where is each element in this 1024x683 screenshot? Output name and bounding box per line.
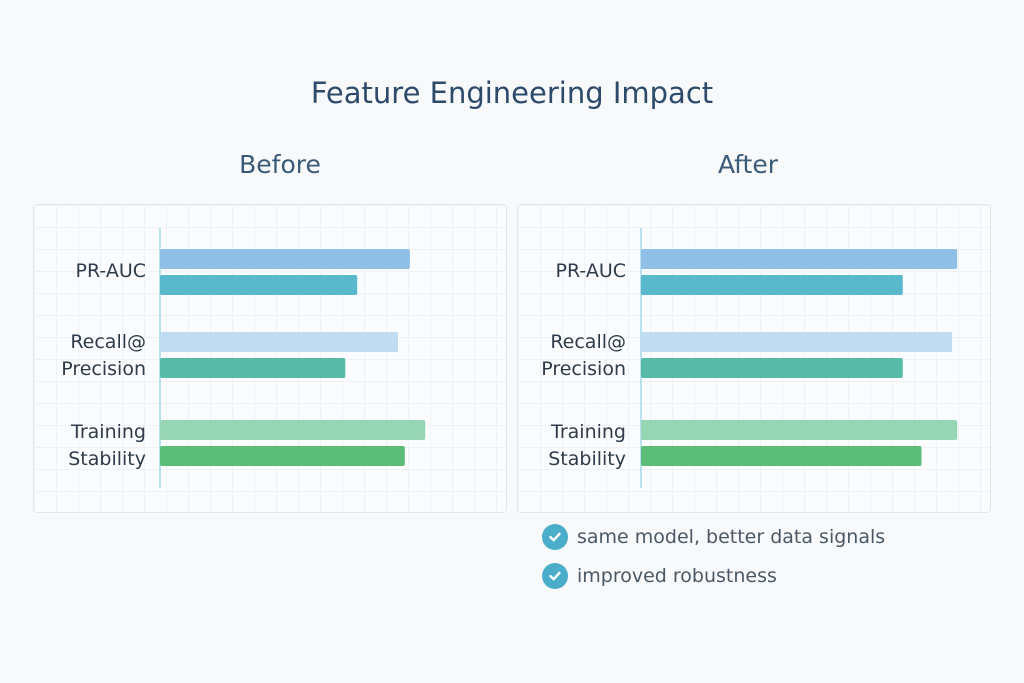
category-label-pr-auc: PR-AUC [555, 260, 627, 282]
check-circle-icon [542, 563, 568, 589]
bar-training-stability-1 [641, 446, 922, 466]
bar-training-stability-1 [160, 446, 405, 466]
bar-pr-auc-1 [160, 275, 358, 295]
bar-recall-precision-1 [641, 358, 903, 378]
category-label-recall: Recall@ [550, 331, 626, 353]
category-label-precision: Precision [541, 358, 626, 380]
chart-title: Feature Engineering Impact [310, 76, 714, 110]
category-label-stability: Stability [548, 448, 626, 470]
check-circle-icon [542, 524, 568, 550]
category-label-training: Training [551, 421, 626, 443]
category-label-stability: Stability [68, 448, 146, 470]
bar-pr-auc-0 [160, 249, 410, 269]
category-label-recall: Recall@ [70, 331, 146, 353]
category-label-precision: Precision [61, 358, 146, 380]
bar-training-stability-0 [160, 420, 426, 440]
bar-pr-auc-1 [641, 275, 903, 295]
note-item: improved robustness [542, 563, 777, 589]
note-item: same model, better data signals [542, 524, 885, 550]
note-text: improved robustness [577, 565, 777, 587]
category-label-training: Training [71, 421, 146, 443]
bar-training-stability-0 [641, 420, 958, 440]
bar-recall-precision-0 [160, 332, 398, 352]
category-label-pr-auc: PR-AUC [75, 260, 147, 282]
bar-recall-precision-1 [160, 358, 346, 378]
bar-recall-precision-0 [641, 332, 953, 352]
note-text: same model, better data signals [577, 526, 886, 548]
bar-pr-auc-0 [641, 249, 958, 269]
before-panel-title: Before [239, 150, 321, 179]
after-panel-title: After [717, 150, 779, 179]
